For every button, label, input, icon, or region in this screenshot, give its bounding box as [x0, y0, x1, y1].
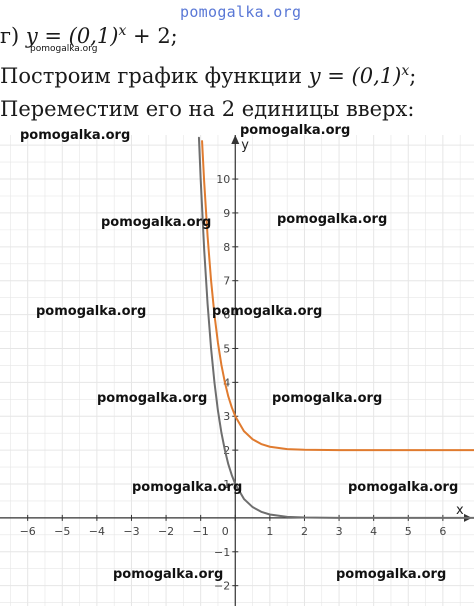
- graph-watermark: pomogalka.org: [97, 391, 208, 406]
- x-tick-label: −2: [158, 525, 174, 538]
- y-tick-label: 5: [223, 342, 230, 355]
- x-tick-label: 0: [222, 525, 229, 538]
- graph-watermark: pomogalka.org: [20, 128, 131, 143]
- y-tick-label: −1: [214, 546, 230, 559]
- shifted-curve-line: [201, 140, 474, 452]
- y-tick-label: −2: [214, 580, 230, 593]
- y-tick-label: 9: [223, 207, 230, 220]
- top-watermark: pomogalka.org: [180, 3, 302, 21]
- y-tick-label: 10: [216, 173, 230, 186]
- graph-watermark: pomogalka.org: [277, 212, 388, 227]
- task-prefix: г): [0, 24, 26, 48]
- base-curve-line: [197, 136, 474, 519]
- graph-watermark: pomogalka.org: [101, 215, 212, 230]
- y-tick-label: 7: [223, 275, 230, 288]
- graph-watermark: pomogalka.org: [348, 480, 459, 495]
- x-tick-label: −3: [123, 525, 139, 538]
- construct-line: Построим график функции y = (0,1)x;: [0, 60, 416, 88]
- y-axis-arrow: [231, 135, 240, 144]
- x-tick-label: −1: [193, 525, 209, 538]
- x-tick-label: −4: [89, 525, 105, 538]
- y-tick-label: 3: [223, 410, 230, 423]
- y-tick-label: 2: [223, 444, 230, 457]
- x-tick-label: 5: [405, 525, 412, 538]
- graph-watermark: pomogalka.org: [336, 567, 447, 582]
- task-line-g: г) y = (0,1)x + 2;: [0, 20, 178, 48]
- x-tick-label: 6: [439, 525, 446, 538]
- construct-suffix: ;: [409, 64, 417, 88]
- small-watermark: pomogalka.org: [30, 44, 98, 54]
- task-formula: y = (0,1): [25, 24, 119, 48]
- graph-watermark: pomogalka.org: [212, 304, 323, 319]
- graph-watermark: pomogalka.org: [272, 391, 383, 406]
- x-axis-label: x: [456, 503, 464, 518]
- graph-watermark: pomogalka.org: [36, 304, 147, 319]
- construct-exponent: x: [401, 63, 410, 79]
- x-tick-label: −6: [20, 525, 36, 538]
- task-exponent: x: [118, 23, 127, 39]
- x-tick-label: 3: [336, 525, 343, 538]
- y-tick-label: 6: [223, 309, 230, 322]
- y-tick-label: 1: [223, 478, 230, 491]
- x-tick-label: 1: [266, 525, 273, 538]
- x-tick-label: 4: [370, 525, 377, 538]
- construct-formula: y = (0,1): [308, 64, 402, 88]
- y-tick-label: 8: [223, 241, 230, 254]
- x-tick-label: −5: [54, 525, 70, 538]
- graph-watermark: pomogalka.org: [240, 123, 351, 138]
- construct-text: Построим график функции: [0, 64, 309, 88]
- graph-watermark: pomogalka.org: [113, 567, 224, 582]
- task-suffix: + 2;: [126, 24, 178, 48]
- y-tick-label: 4: [223, 376, 230, 389]
- shift-line: Переместим его на 2 единицы вверх:: [0, 97, 415, 121]
- y-axis-label: y: [241, 138, 249, 153]
- graph-watermark: pomogalka.org: [132, 480, 243, 495]
- x-tick-label: 2: [301, 525, 308, 538]
